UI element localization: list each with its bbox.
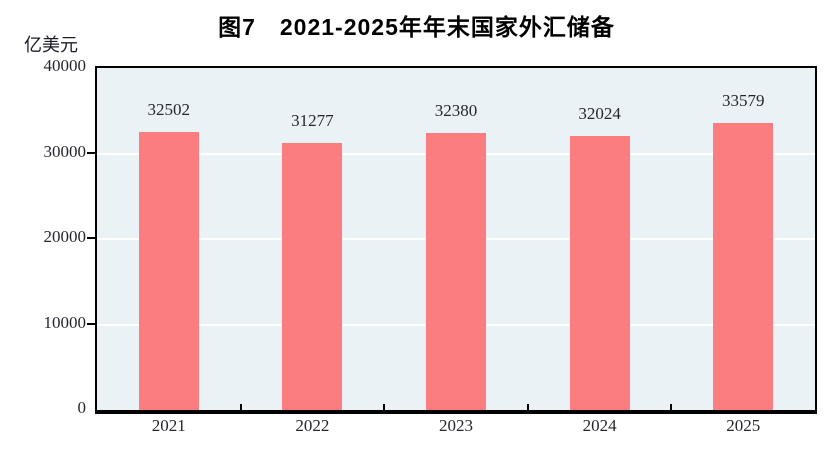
x-axis-tick-mark <box>239 404 242 410</box>
chart-title: 图7 2021-2025年年末国家外汇储备 <box>218 14 615 40</box>
bar-value-label-2024: 32024 <box>578 104 621 123</box>
y-axis-tick-label-30000: 30000 <box>43 141 87 161</box>
y-tick-mark-10000 <box>87 322 95 325</box>
x-axis-tick-mark <box>383 404 386 410</box>
y-axis-tick-label-0: 0 <box>77 398 87 417</box>
x-axis-label-2022: 2022 <box>295 416 330 435</box>
y-axis-tick-label-10000: 10000 <box>43 312 87 332</box>
x-axis-tick-mark <box>526 404 529 410</box>
y-axis-tick-label-40000: 40000 <box>43 56 87 75</box>
x-axis-tick-mark <box>670 404 673 410</box>
bar-value-label-2025: 33579 <box>721 91 765 110</box>
bar-2025 <box>713 123 774 410</box>
bar-value-label-2023: 32380 <box>434 101 478 120</box>
x-axis-label-2023: 2023 <box>439 416 473 435</box>
x-axis-label-2025: 2025 <box>726 416 761 435</box>
bar-2023 <box>426 133 486 410</box>
y-axis-tick-label-20000: 20000 <box>43 227 87 246</box>
x-axis-label-2021: 2021 <box>151 416 186 435</box>
x-axis-label-2024: 2024 <box>582 416 617 435</box>
bar-value-label-2022: 31277 <box>291 111 334 130</box>
bar-value-label-2021: 32502 <box>147 100 191 119</box>
y-tick-mark-30000 <box>87 151 95 154</box>
plot-area: 32502 31277 32380 32024 33579 <box>95 66 817 414</box>
bar-2024 <box>569 136 630 410</box>
y-tick-mark-20000 <box>87 237 95 239</box>
y-axis-unit-label: 亿美元 <box>24 35 78 55</box>
bar-2021 <box>138 132 199 410</box>
bar-2022 <box>282 143 343 410</box>
